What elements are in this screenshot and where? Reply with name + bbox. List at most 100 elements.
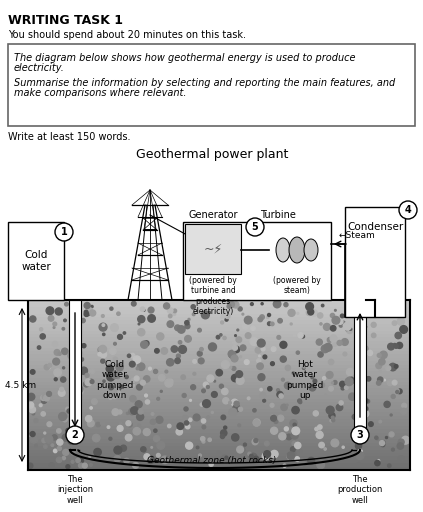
Circle shape xyxy=(114,456,121,462)
Circle shape xyxy=(121,445,126,451)
Circle shape xyxy=(167,359,174,366)
Circle shape xyxy=(397,305,399,307)
Circle shape xyxy=(91,369,95,373)
Circle shape xyxy=(32,412,35,415)
Circle shape xyxy=(191,386,195,389)
Circle shape xyxy=(220,435,225,438)
Circle shape xyxy=(193,359,197,363)
Circle shape xyxy=(258,374,265,380)
Circle shape xyxy=(193,414,200,421)
Circle shape xyxy=(197,351,202,356)
Circle shape xyxy=(347,377,354,384)
Circle shape xyxy=(366,377,371,381)
Circle shape xyxy=(399,201,417,219)
Bar xyxy=(28,307,410,311)
Bar xyxy=(185,224,241,274)
Bar xyxy=(28,409,410,413)
Bar xyxy=(28,368,410,372)
Circle shape xyxy=(110,394,113,397)
Circle shape xyxy=(303,366,305,368)
Circle shape xyxy=(263,399,266,402)
Circle shape xyxy=(28,402,34,408)
Text: Condenser: Condenser xyxy=(347,222,403,232)
Circle shape xyxy=(332,382,333,383)
Circle shape xyxy=(240,356,242,358)
Circle shape xyxy=(371,323,376,327)
Bar xyxy=(28,443,410,447)
Circle shape xyxy=(364,406,366,409)
Bar xyxy=(28,337,410,342)
Bar xyxy=(28,399,410,403)
Circle shape xyxy=(375,436,378,439)
Circle shape xyxy=(203,382,209,387)
Circle shape xyxy=(202,425,206,429)
Text: 2: 2 xyxy=(71,430,78,440)
Bar xyxy=(28,351,410,355)
Circle shape xyxy=(257,363,263,370)
Circle shape xyxy=(229,408,237,416)
Circle shape xyxy=(320,383,324,388)
Circle shape xyxy=(172,312,176,315)
Circle shape xyxy=(245,333,251,338)
Circle shape xyxy=(264,451,271,458)
Circle shape xyxy=(222,311,228,317)
Circle shape xyxy=(40,334,45,339)
Circle shape xyxy=(233,346,237,350)
Circle shape xyxy=(237,446,244,453)
Circle shape xyxy=(63,330,66,333)
Bar xyxy=(28,313,410,318)
Circle shape xyxy=(63,367,65,369)
Circle shape xyxy=(320,323,322,325)
Circle shape xyxy=(342,446,344,449)
Circle shape xyxy=(131,378,135,382)
Circle shape xyxy=(331,416,334,419)
Circle shape xyxy=(70,322,77,328)
Circle shape xyxy=(28,393,35,400)
Circle shape xyxy=(144,454,150,460)
Circle shape xyxy=(268,387,272,391)
Circle shape xyxy=(271,451,278,458)
Circle shape xyxy=(75,386,82,393)
Circle shape xyxy=(85,311,91,316)
Circle shape xyxy=(114,446,122,454)
Circle shape xyxy=(234,401,239,406)
Circle shape xyxy=(332,316,340,324)
Bar xyxy=(345,207,405,317)
Circle shape xyxy=(227,310,231,313)
Circle shape xyxy=(137,413,144,420)
Circle shape xyxy=(261,347,265,351)
Circle shape xyxy=(297,449,302,454)
Circle shape xyxy=(376,438,379,440)
Circle shape xyxy=(185,324,190,329)
Circle shape xyxy=(309,385,316,391)
Circle shape xyxy=(140,307,145,311)
Circle shape xyxy=(232,434,239,441)
Circle shape xyxy=(80,367,88,374)
Circle shape xyxy=(319,442,324,448)
Circle shape xyxy=(280,356,286,362)
Circle shape xyxy=(89,456,91,458)
Circle shape xyxy=(192,313,195,315)
Circle shape xyxy=(107,373,115,381)
Circle shape xyxy=(90,380,94,383)
Circle shape xyxy=(30,432,35,437)
Circle shape xyxy=(255,347,261,353)
Circle shape xyxy=(379,358,385,365)
Circle shape xyxy=(318,407,320,409)
Circle shape xyxy=(272,415,274,418)
Circle shape xyxy=(401,408,407,414)
Circle shape xyxy=(65,303,68,306)
Circle shape xyxy=(207,375,214,382)
Circle shape xyxy=(58,390,65,396)
Circle shape xyxy=(379,441,385,445)
Circle shape xyxy=(225,456,228,459)
Circle shape xyxy=(239,447,245,453)
Circle shape xyxy=(66,465,70,468)
Circle shape xyxy=(157,441,165,449)
Circle shape xyxy=(254,439,258,442)
Circle shape xyxy=(378,377,383,382)
Circle shape xyxy=(154,370,158,373)
Circle shape xyxy=(44,365,49,370)
Circle shape xyxy=(161,456,169,463)
Bar xyxy=(28,389,410,393)
